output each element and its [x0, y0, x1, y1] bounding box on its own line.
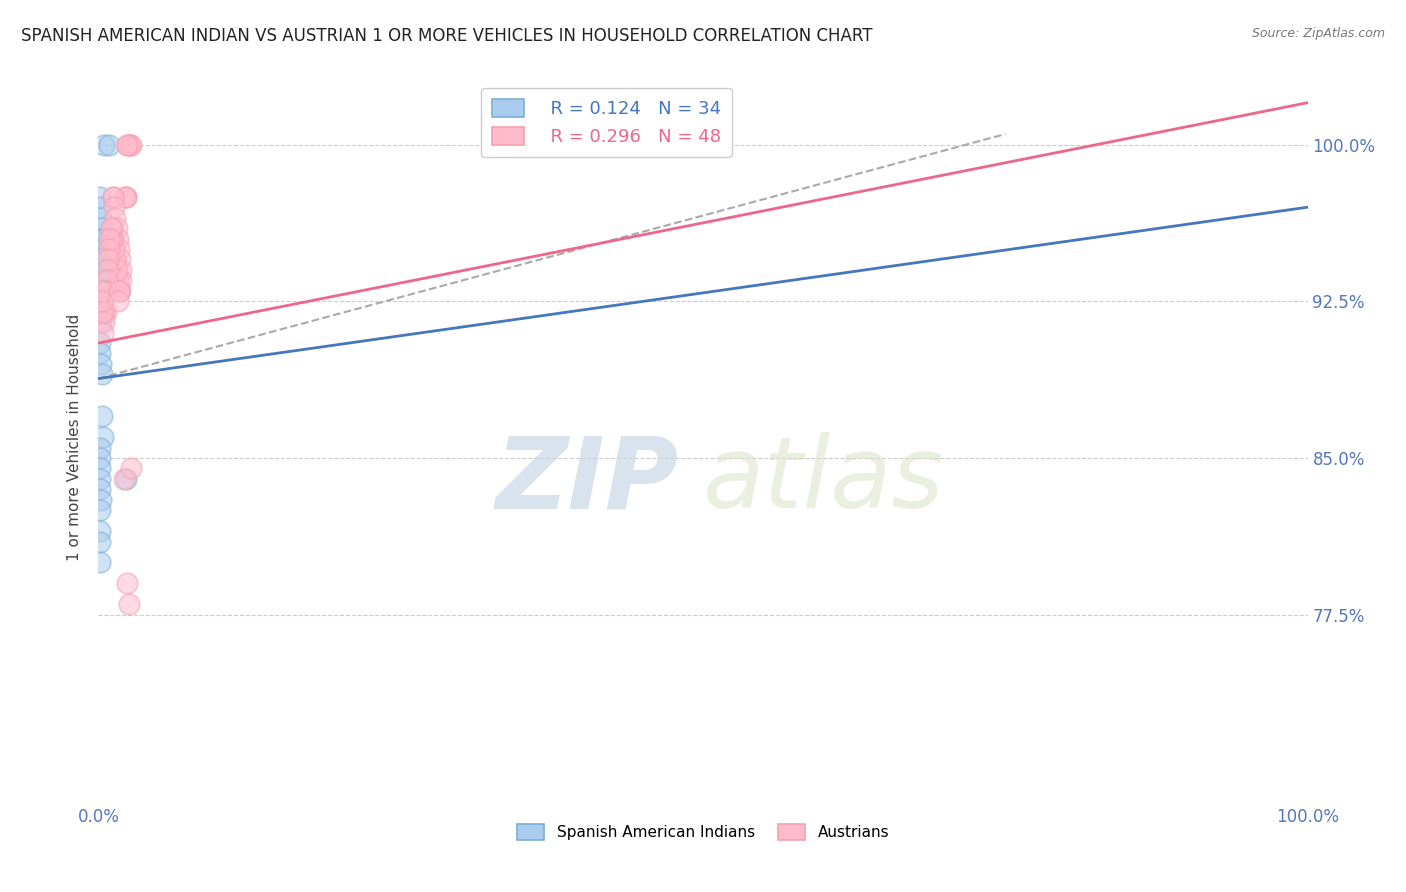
Point	[89, 336, 111, 351]
Point	[90, 221, 112, 235]
Point	[108, 284, 131, 298]
Point	[110, 273, 132, 287]
Point	[89, 450, 111, 465]
Legend: Spanish American Indians, Austrians: Spanish American Indians, Austrians	[510, 818, 896, 847]
Point	[89, 346, 111, 360]
Point	[89, 483, 111, 497]
Text: ZIP: ZIP	[496, 433, 679, 530]
Point	[114, 190, 136, 204]
Point	[108, 284, 131, 298]
Point	[98, 242, 121, 256]
Point	[104, 252, 127, 267]
Point	[91, 430, 114, 444]
Point	[93, 304, 115, 318]
Point	[115, 472, 138, 486]
Point	[91, 273, 114, 287]
Point	[91, 252, 114, 267]
Point	[93, 284, 115, 298]
Point	[89, 200, 111, 214]
Point	[107, 273, 129, 287]
Point	[89, 524, 111, 538]
Point	[101, 231, 124, 245]
Point	[117, 137, 139, 152]
Point	[91, 284, 114, 298]
Point	[91, 231, 114, 245]
Text: Source: ZipAtlas.com: Source: ZipAtlas.com	[1251, 27, 1385, 40]
Point	[105, 263, 128, 277]
Point	[91, 294, 114, 309]
Point	[94, 304, 117, 318]
Point	[110, 263, 132, 277]
Text: SPANISH AMERICAN INDIAN VS AUSTRIAN 1 OR MORE VEHICLES IN HOUSEHOLD CORRELATION : SPANISH AMERICAN INDIAN VS AUSTRIAN 1 OR…	[21, 27, 873, 45]
Point	[90, 315, 112, 329]
Point	[97, 252, 120, 267]
Point	[107, 294, 129, 309]
Point	[692, 137, 714, 152]
Point	[89, 472, 111, 486]
Point	[112, 472, 135, 486]
Point	[104, 211, 127, 225]
Point	[90, 492, 112, 507]
Point	[89, 461, 111, 475]
Point	[93, 137, 115, 152]
Point	[91, 263, 114, 277]
Point	[118, 137, 141, 152]
Point	[108, 284, 131, 298]
Point	[100, 221, 122, 235]
Point	[91, 231, 114, 245]
Point	[91, 294, 114, 309]
Point	[100, 231, 122, 245]
Point	[107, 231, 129, 245]
Point	[97, 263, 120, 277]
Point	[89, 441, 111, 455]
Point	[90, 211, 112, 225]
Point	[90, 357, 112, 371]
Point	[117, 576, 139, 591]
Point	[89, 534, 111, 549]
Text: atlas: atlas	[703, 433, 945, 530]
Point	[108, 242, 131, 256]
Point	[89, 503, 111, 517]
Point	[98, 137, 121, 152]
Point	[89, 556, 111, 570]
Point	[120, 137, 142, 152]
Point	[91, 326, 114, 340]
Point	[103, 200, 125, 214]
Point	[91, 242, 114, 256]
Point	[118, 137, 141, 152]
Point	[118, 597, 141, 611]
Point	[101, 190, 124, 204]
Point	[120, 461, 142, 475]
Point	[108, 252, 131, 267]
Point	[91, 304, 114, 318]
Point	[98, 231, 121, 245]
Point	[100, 221, 122, 235]
Point	[105, 221, 128, 235]
Point	[93, 315, 115, 329]
Point	[91, 409, 114, 424]
Point	[115, 190, 138, 204]
Point	[91, 368, 114, 382]
Point	[94, 284, 117, 298]
Point	[96, 273, 118, 287]
Point	[115, 190, 138, 204]
Point	[117, 137, 139, 152]
Y-axis label: 1 or more Vehicles in Household: 1 or more Vehicles in Household	[67, 313, 83, 561]
Point	[103, 242, 125, 256]
Point	[91, 304, 114, 318]
Point	[93, 284, 115, 298]
Point	[101, 190, 124, 204]
Point	[89, 190, 111, 204]
